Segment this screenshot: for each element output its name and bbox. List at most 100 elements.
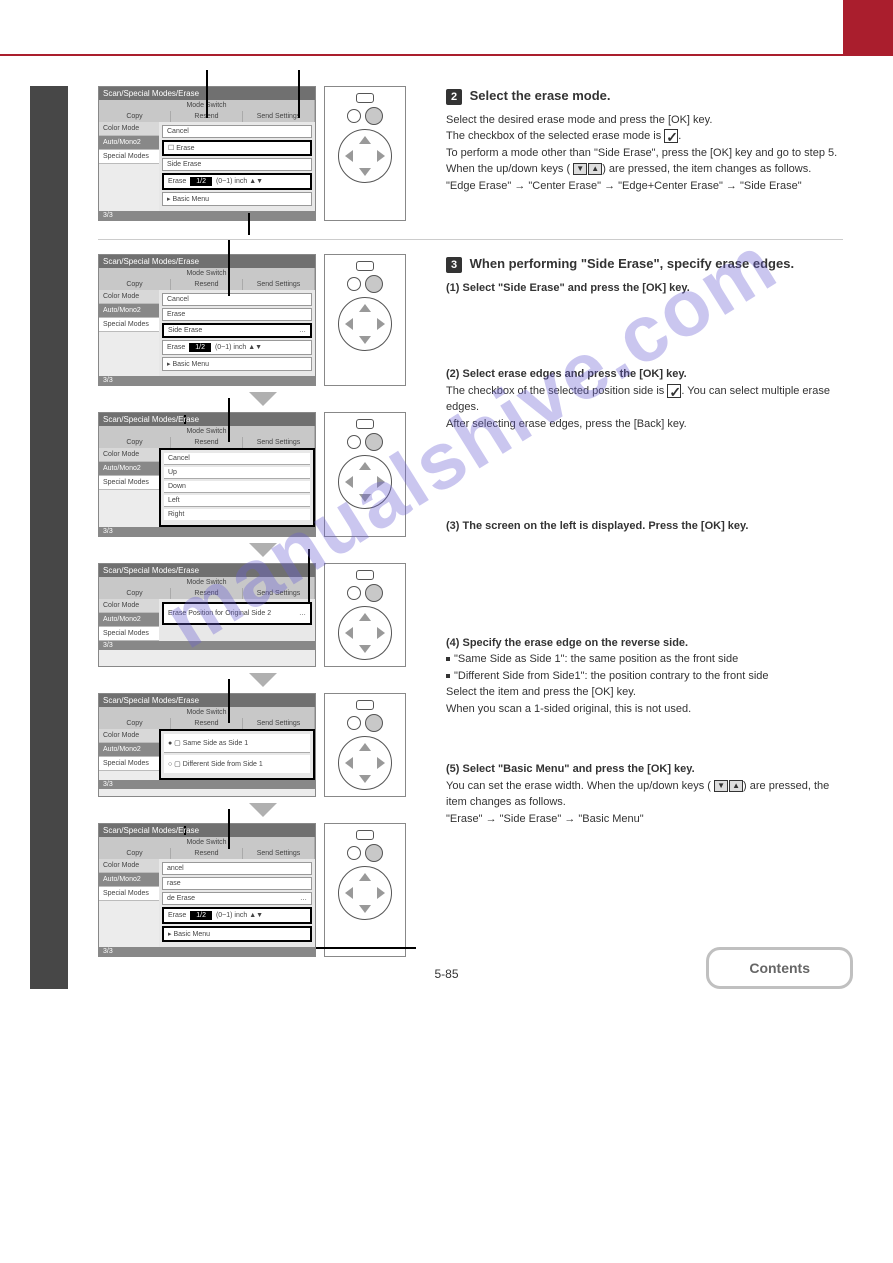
callout-line	[308, 549, 310, 603]
step-text: To perform a mode other than "Side Erase…	[446, 145, 843, 162]
step-text: You can set the erase width. When the up…	[446, 778, 843, 811]
callout-line	[206, 70, 208, 118]
lcd-item-selected: Side Erase …	[162, 323, 312, 338]
page-header	[0, 0, 893, 54]
updown-keys-icon: ▼▲	[573, 163, 602, 175]
lcd-item: Erase	[162, 308, 312, 321]
callout-line	[248, 213, 250, 235]
lcd-side-item: Color Mode	[99, 729, 159, 743]
nav-circle-icon	[347, 846, 361, 860]
step-heading: 3 When performing "Side Erase", specify …	[446, 254, 843, 274]
lcd-tab: Send Settings	[243, 848, 315, 859]
nav-ok-icon	[365, 584, 383, 602]
lcd-side-item: Color Mode	[99, 290, 159, 304]
step-text: "Different Side from Side1": the positio…	[446, 668, 843, 685]
lcd-tab: Mode Switch	[99, 707, 315, 718]
lcd-side-item: Special Modes	[99, 476, 159, 490]
lcd-item: ● ▢ Same Side as Side 1	[164, 734, 310, 753]
nav-panel	[324, 412, 406, 537]
lcd-item: ○ ▢ Different Side from Side 1	[164, 755, 310, 773]
arrow-right-icon	[377, 150, 385, 162]
lcd-title: Scan/Special Modes/Erase	[99, 824, 315, 837]
nav-circle-icon	[347, 586, 361, 600]
lcd-tab: Mode Switch	[99, 837, 315, 848]
arrow-up-icon	[359, 136, 371, 144]
nav-ok-icon	[365, 844, 383, 862]
lcd-item: ▸ Basic Menu	[162, 192, 312, 206]
lcd-item-selected: Erase Position for Original Side 2 …	[162, 602, 312, 625]
arrow-down-icon	[359, 905, 371, 913]
lcd-title: Scan/Special Modes/Erase	[99, 255, 315, 268]
step-heading: 2 Select the erase mode.	[446, 86, 843, 106]
lcd-side-item: Color Mode	[99, 448, 159, 462]
lcd-screen: Scan/Special Modes/Erase Mode Switch Cop…	[98, 412, 316, 537]
nav-panel	[324, 254, 406, 386]
lcd-item: Left	[164, 495, 310, 507]
arrow-left-icon	[345, 150, 353, 162]
flow-arrow-icon	[249, 803, 277, 817]
lcd-tab: Mode Switch	[99, 268, 315, 279]
nav-panel	[324, 563, 406, 667]
nav-panel	[324, 823, 406, 957]
lcd-side-item: Special Modes	[99, 627, 159, 641]
step-text: When you scan a 1-sided original, this i…	[446, 701, 843, 718]
nav-back-icon	[356, 830, 374, 840]
nav-dpad	[338, 129, 392, 183]
callout-line	[298, 70, 300, 118]
lcd-tab: Resend	[171, 718, 243, 729]
page-body: manualshive.com Scan/Special Modes/Erase…	[0, 56, 893, 1019]
nav-ok-icon	[365, 275, 383, 293]
lcd-tab: Resend	[171, 279, 243, 290]
substep-heading: (2) Select erase edges and press the [OK…	[446, 366, 843, 383]
step-title: When performing "Side Erase", specify er…	[470, 256, 794, 271]
callout-line	[228, 679, 230, 723]
lcd-item-selected: ▸ Basic Menu	[162, 926, 312, 942]
lcd-tab: Send Settings	[243, 111, 315, 122]
lcd-tab: Copy	[99, 437, 171, 448]
lcd-tab: Send Settings	[243, 279, 315, 290]
nav-circle-icon	[347, 277, 361, 291]
lcd-tab: Mode Switch	[99, 577, 315, 588]
nav-back-icon	[356, 570, 374, 580]
lcd-footer: 3/3	[99, 211, 315, 220]
arrow-right-icon	[377, 627, 385, 639]
lcd-item: ancel	[162, 862, 312, 875]
arrow-right-icon	[377, 476, 385, 488]
step-text: "Edge Erase" → "Center Erase" → "Edge+Ce…	[446, 178, 843, 195]
nav-back-icon	[356, 419, 374, 429]
flow-arrow-icon	[249, 392, 277, 406]
lcd-side-item: Auto/Mono2	[99, 613, 159, 627]
nav-dpad	[338, 606, 392, 660]
lcd-item-selected: ☐ Erase	[162, 140, 312, 156]
lcd-item: rase	[162, 877, 312, 890]
left-sidebar	[30, 86, 68, 989]
step-2: Scan/Special Modes/Erase Mode Switch Cop…	[98, 86, 843, 225]
lcd-item-value: Erase 1/2 (0~1) inch ▲▼	[162, 907, 312, 924]
arrow-left-icon	[345, 476, 353, 488]
lcd-side-item: Auto/Mono2	[99, 873, 159, 887]
arrow-left-icon	[345, 887, 353, 899]
lcd-tab: Resend	[171, 437, 243, 448]
arrow-up-icon	[359, 304, 371, 312]
nav-dpad	[338, 736, 392, 790]
lcd-item: Up	[164, 467, 310, 479]
contents-button[interactable]: Contents	[706, 947, 853, 989]
lcd-item: Cancel	[164, 453, 310, 465]
lcd-tab: Copy	[99, 588, 171, 599]
substep-heading: (5) Select "Basic Menu" and press the [O…	[446, 761, 843, 778]
step-text: Select the desired erase mode and press …	[446, 112, 843, 129]
lcd-tab: Send Settings	[243, 588, 315, 599]
lcd-side-item: Color Mode	[99, 122, 159, 136]
step-3: Scan/Special Modes/Erase Mode Switch Cop…	[98, 254, 843, 961]
step-number: 2	[446, 89, 462, 105]
nav-ok-icon	[365, 107, 383, 125]
lcd-side-item: Auto/Mono2	[99, 136, 159, 150]
lcd-item: Cancel	[162, 293, 312, 306]
callout-line	[228, 809, 230, 849]
arrow-left-icon	[345, 627, 353, 639]
checked-checkbox-icon	[667, 384, 681, 398]
step-text: The checkbox of the selected position si…	[446, 383, 843, 416]
callout-line	[228, 240, 230, 296]
nav-dpad	[338, 455, 392, 509]
lcd-footer: 3/3	[99, 780, 315, 789]
